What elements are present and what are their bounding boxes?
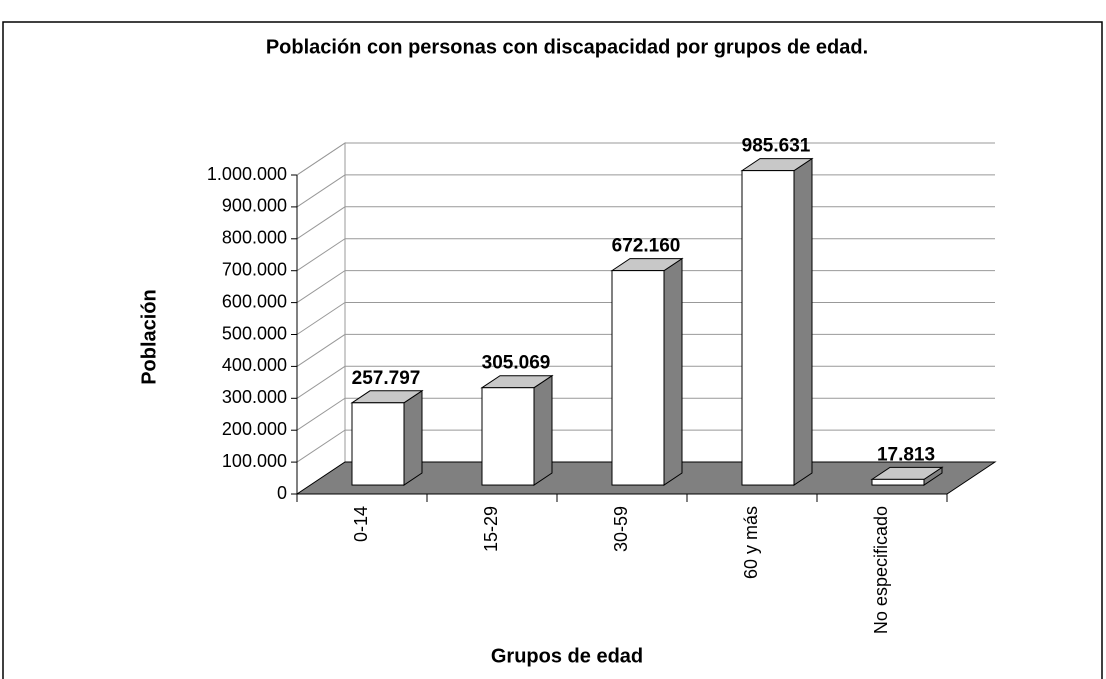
y-tick-label: 700.000 (222, 259, 287, 279)
chart-title: Población con personas con discapacidad … (266, 36, 868, 58)
y-tick-label: 900.000 (222, 196, 287, 216)
bar (351, 402, 405, 486)
x-tick-label: 15-29 (481, 506, 501, 552)
grid-line (296, 142, 995, 176)
y-tick-label: 400.000 (222, 355, 287, 375)
y-tick-label: 1.000.000 (207, 164, 287, 184)
bar-side (403, 389, 423, 486)
value-label: 305.069 (482, 353, 551, 374)
y-tick-label: 500.000 (222, 323, 287, 343)
bar-side (793, 157, 813, 486)
bar (481, 387, 535, 486)
bar-side (533, 374, 553, 486)
y-tick-label: 600.000 (222, 291, 287, 311)
value-label: 257.797 (352, 368, 421, 389)
value-label: 985.631 (742, 136, 811, 157)
x-tick-label: 60 y más (741, 506, 761, 579)
y-tick-label: 300.000 (222, 387, 287, 407)
x-tick-label: 30-59 (611, 506, 631, 552)
y-axis-title: Población (138, 289, 160, 385)
x-tick-label: 0-14 (351, 506, 371, 542)
x-tick-label: No especificado (871, 506, 891, 634)
value-label: 17.813 (877, 444, 935, 465)
y-tick-label: 200.000 (222, 419, 287, 439)
x-axis-title: Grupos de edad (491, 645, 643, 667)
bar (611, 270, 665, 486)
y-tick-label: 0 (277, 483, 287, 503)
bar (871, 478, 925, 486)
bar-side (663, 257, 683, 486)
value-label: 672.160 (612, 236, 681, 257)
y-tick-label: 800.000 (222, 228, 287, 248)
y-tick-label: 100.000 (222, 451, 287, 471)
bar (741, 170, 795, 486)
chart-frame (2, 21, 1103, 679)
